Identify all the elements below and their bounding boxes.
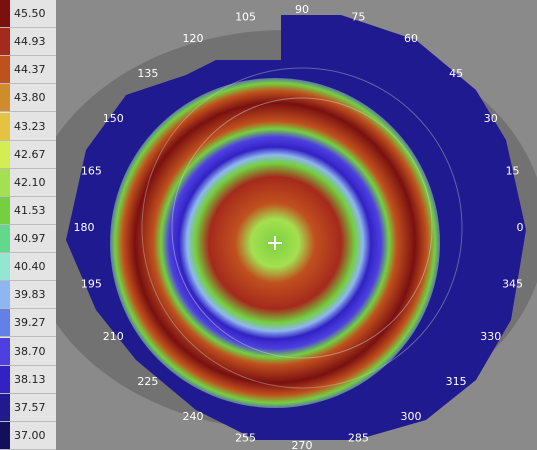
scale-row: 38.13 bbox=[0, 365, 56, 394]
scale-label: 45.50 bbox=[14, 7, 46, 20]
scale-label: 42.67 bbox=[14, 147, 46, 161]
angle-label: 75 bbox=[351, 10, 365, 23]
scale-row: 44.93 bbox=[0, 28, 56, 57]
scale-label: 44.37 bbox=[14, 63, 46, 77]
angle-label: 255 bbox=[235, 432, 256, 445]
angle-label: 345 bbox=[502, 277, 523, 290]
scale-label: 39.83 bbox=[14, 288, 46, 302]
map: 0 15 30 45 60 75 90 105 120 135 150 165 180 195 210 225… bbox=[56, 0, 537, 450]
scale-label: 37.57 bbox=[14, 400, 46, 414]
scale-label: 37.00 bbox=[14, 428, 46, 442]
color-scale: 45.50 44.93 44.37 43.80 43.23 42.67 42.10 41.53… bbox=[0, 0, 56, 450]
scale-label: 41.53 bbox=[14, 203, 46, 217]
ring-guide bbox=[171, 97, 433, 359]
scale-row: 39.27 bbox=[0, 309, 56, 338]
center-cross bbox=[268, 236, 282, 250]
angle-label: 150 bbox=[103, 112, 124, 125]
angle-label: 195 bbox=[81, 277, 102, 290]
angle-label: 60 bbox=[404, 32, 418, 45]
angle-label: 90 bbox=[295, 3, 309, 16]
scale-swatch bbox=[0, 0, 10, 27]
scale-row: 42.67 bbox=[0, 140, 56, 169]
scale-row: 38.70 bbox=[0, 337, 56, 366]
scale-swatch bbox=[0, 281, 10, 309]
angle-label: 285 bbox=[348, 432, 369, 445]
scale-label: 42.10 bbox=[14, 175, 46, 189]
scale-swatch bbox=[0, 337, 10, 365]
scale-swatch bbox=[0, 168, 10, 196]
scale-row: 45.50 bbox=[0, 0, 56, 28]
angle-label: 315 bbox=[446, 375, 467, 388]
scale-row: 40.40 bbox=[0, 253, 56, 282]
angle-label: 45 bbox=[449, 67, 463, 80]
angle-label: 30 bbox=[484, 112, 498, 125]
scale-row: 43.80 bbox=[0, 84, 56, 113]
angle-label: 330 bbox=[480, 330, 501, 343]
scale-row: 39.83 bbox=[0, 281, 56, 310]
scale-swatch bbox=[0, 140, 10, 168]
scale-swatch bbox=[0, 365, 10, 393]
scale-row: 37.00 bbox=[0, 421, 56, 450]
scale-swatch bbox=[0, 84, 10, 112]
scale-swatch bbox=[0, 196, 10, 224]
scale-swatch bbox=[0, 28, 10, 56]
scale-label: 44.93 bbox=[14, 35, 46, 49]
scale-swatch bbox=[0, 393, 10, 421]
scale-label: 40.97 bbox=[14, 232, 46, 245]
scale-swatch bbox=[0, 56, 10, 84]
angle-label: 240 bbox=[183, 410, 204, 423]
angle-label: 225 bbox=[137, 375, 158, 388]
ring-guide bbox=[141, 67, 463, 389]
scale-label: 43.23 bbox=[14, 119, 46, 133]
angle-label: 15 bbox=[506, 165, 520, 178]
angle-label: 120 bbox=[183, 32, 204, 45]
scale-row: 43.23 bbox=[0, 112, 56, 141]
angle-label: 165 bbox=[81, 165, 102, 178]
scale-label: 43.80 bbox=[14, 91, 46, 105]
angle-label: 210 bbox=[103, 330, 124, 343]
scale-swatch bbox=[0, 225, 10, 252]
scale-label: 39.27 bbox=[14, 316, 46, 330]
scale-label: 40.40 bbox=[14, 260, 46, 274]
angle-label: 0 bbox=[517, 221, 524, 234]
scale-swatch bbox=[0, 309, 10, 337]
scale-swatch bbox=[0, 112, 10, 140]
angle-label: 105 bbox=[235, 10, 256, 23]
angle-label: 180 bbox=[74, 221, 95, 234]
angle-label: 135 bbox=[137, 67, 158, 80]
angle-label: 270 bbox=[292, 439, 313, 450]
scale-label: 38.13 bbox=[14, 372, 46, 386]
scale-swatch bbox=[0, 421, 10, 449]
scale-row: 40.97 bbox=[0, 225, 56, 253]
scale-swatch bbox=[0, 253, 10, 281]
scale-row: 37.57 bbox=[0, 393, 56, 422]
scale-label: 38.70 bbox=[14, 344, 46, 358]
scale-row: 41.53 bbox=[0, 196, 56, 225]
scale-row: 44.37 bbox=[0, 56, 56, 85]
scale-row: 42.10 bbox=[0, 168, 56, 197]
angle-label: 300 bbox=[401, 410, 422, 423]
